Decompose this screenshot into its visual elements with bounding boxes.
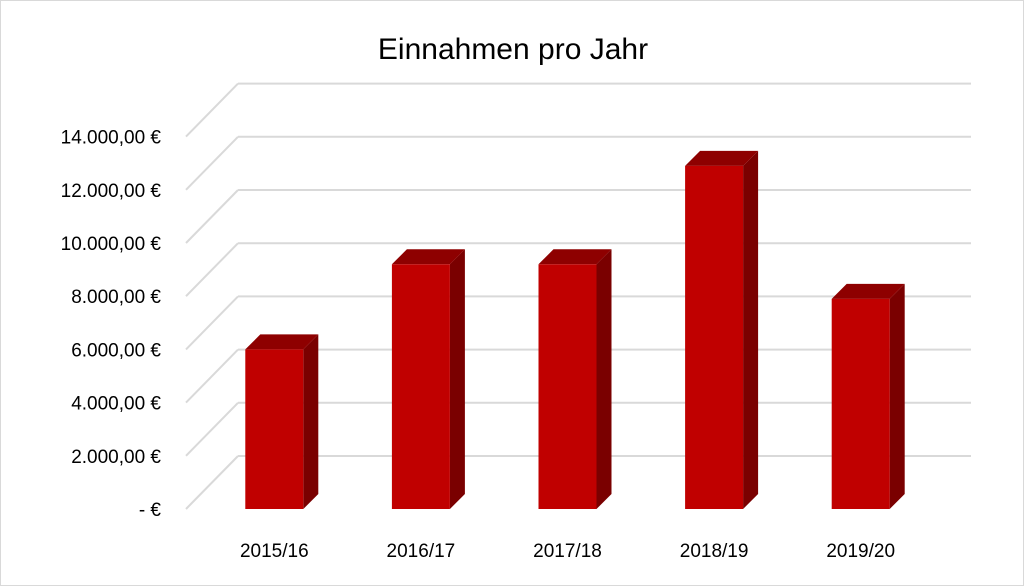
y-tick-label: 8.000,00 € [71, 287, 161, 308]
bar-front [831, 298, 890, 509]
bar-2019/20 [831, 283, 905, 509]
gridline-diagonal [185, 402, 239, 457]
gridline-diagonal [185, 348, 239, 404]
bar-2015/16 [245, 334, 319, 509]
x-category-label: 2019/20 [826, 541, 895, 562]
y-tick-label: 6.000,00 € [71, 340, 161, 361]
bar-top [831, 283, 905, 299]
x-axis-category-labels: 2015/16 2016/17 2017/18 2018/19 2019/20 [240, 541, 895, 562]
bar-top [685, 150, 759, 166]
x-category-label: 2017/18 [533, 541, 602, 562]
bar-2018/19 [685, 150, 759, 510]
gridline-diagonal [185, 455, 239, 510]
bar-front [391, 264, 450, 509]
bar-layer [245, 150, 905, 510]
bar-2016/17 [391, 249, 465, 509]
bar-front [245, 349, 304, 509]
y-tick-label: 10.000,00 € [61, 234, 162, 255]
y-tick-label: 4.000,00 € [71, 394, 161, 415]
bar-side [743, 150, 759, 510]
bar-front [685, 165, 744, 510]
y-axis-tick-labels: - € 2.000,00 € 4.000,00 € 6.000,00 € 8.000,0… [61, 128, 162, 521]
bar-top [538, 249, 612, 265]
x-category-label: 2018/19 [680, 541, 749, 562]
bar-top [245, 334, 319, 350]
chart-title: Einnahmen pro Jahr [378, 33, 648, 66]
x-category-label: 2016/17 [387, 541, 456, 562]
y-tick-label: 14.000,00 € [61, 128, 162, 149]
y-tick-label: 2.000,00 € [71, 447, 161, 468]
gridline-diagonal [185, 295, 239, 351]
gridline-diagonal [185, 82, 239, 138]
gridline-diagonal [185, 189, 239, 244]
bar-side [449, 249, 465, 509]
x-category-label: 2015/16 [240, 541, 309, 562]
y-tick-label: 12.000,00 € [61, 181, 162, 202]
bar-top [391, 249, 465, 265]
bar-side [596, 249, 612, 509]
bar-side [889, 283, 905, 509]
y-tick-label: - € [139, 500, 162, 521]
gridline-diagonal [185, 242, 239, 297]
bar-front [538, 264, 597, 509]
bar-side [303, 334, 319, 509]
bar-2017/18 [538, 249, 612, 509]
gridline-diagonal [185, 136, 239, 191]
